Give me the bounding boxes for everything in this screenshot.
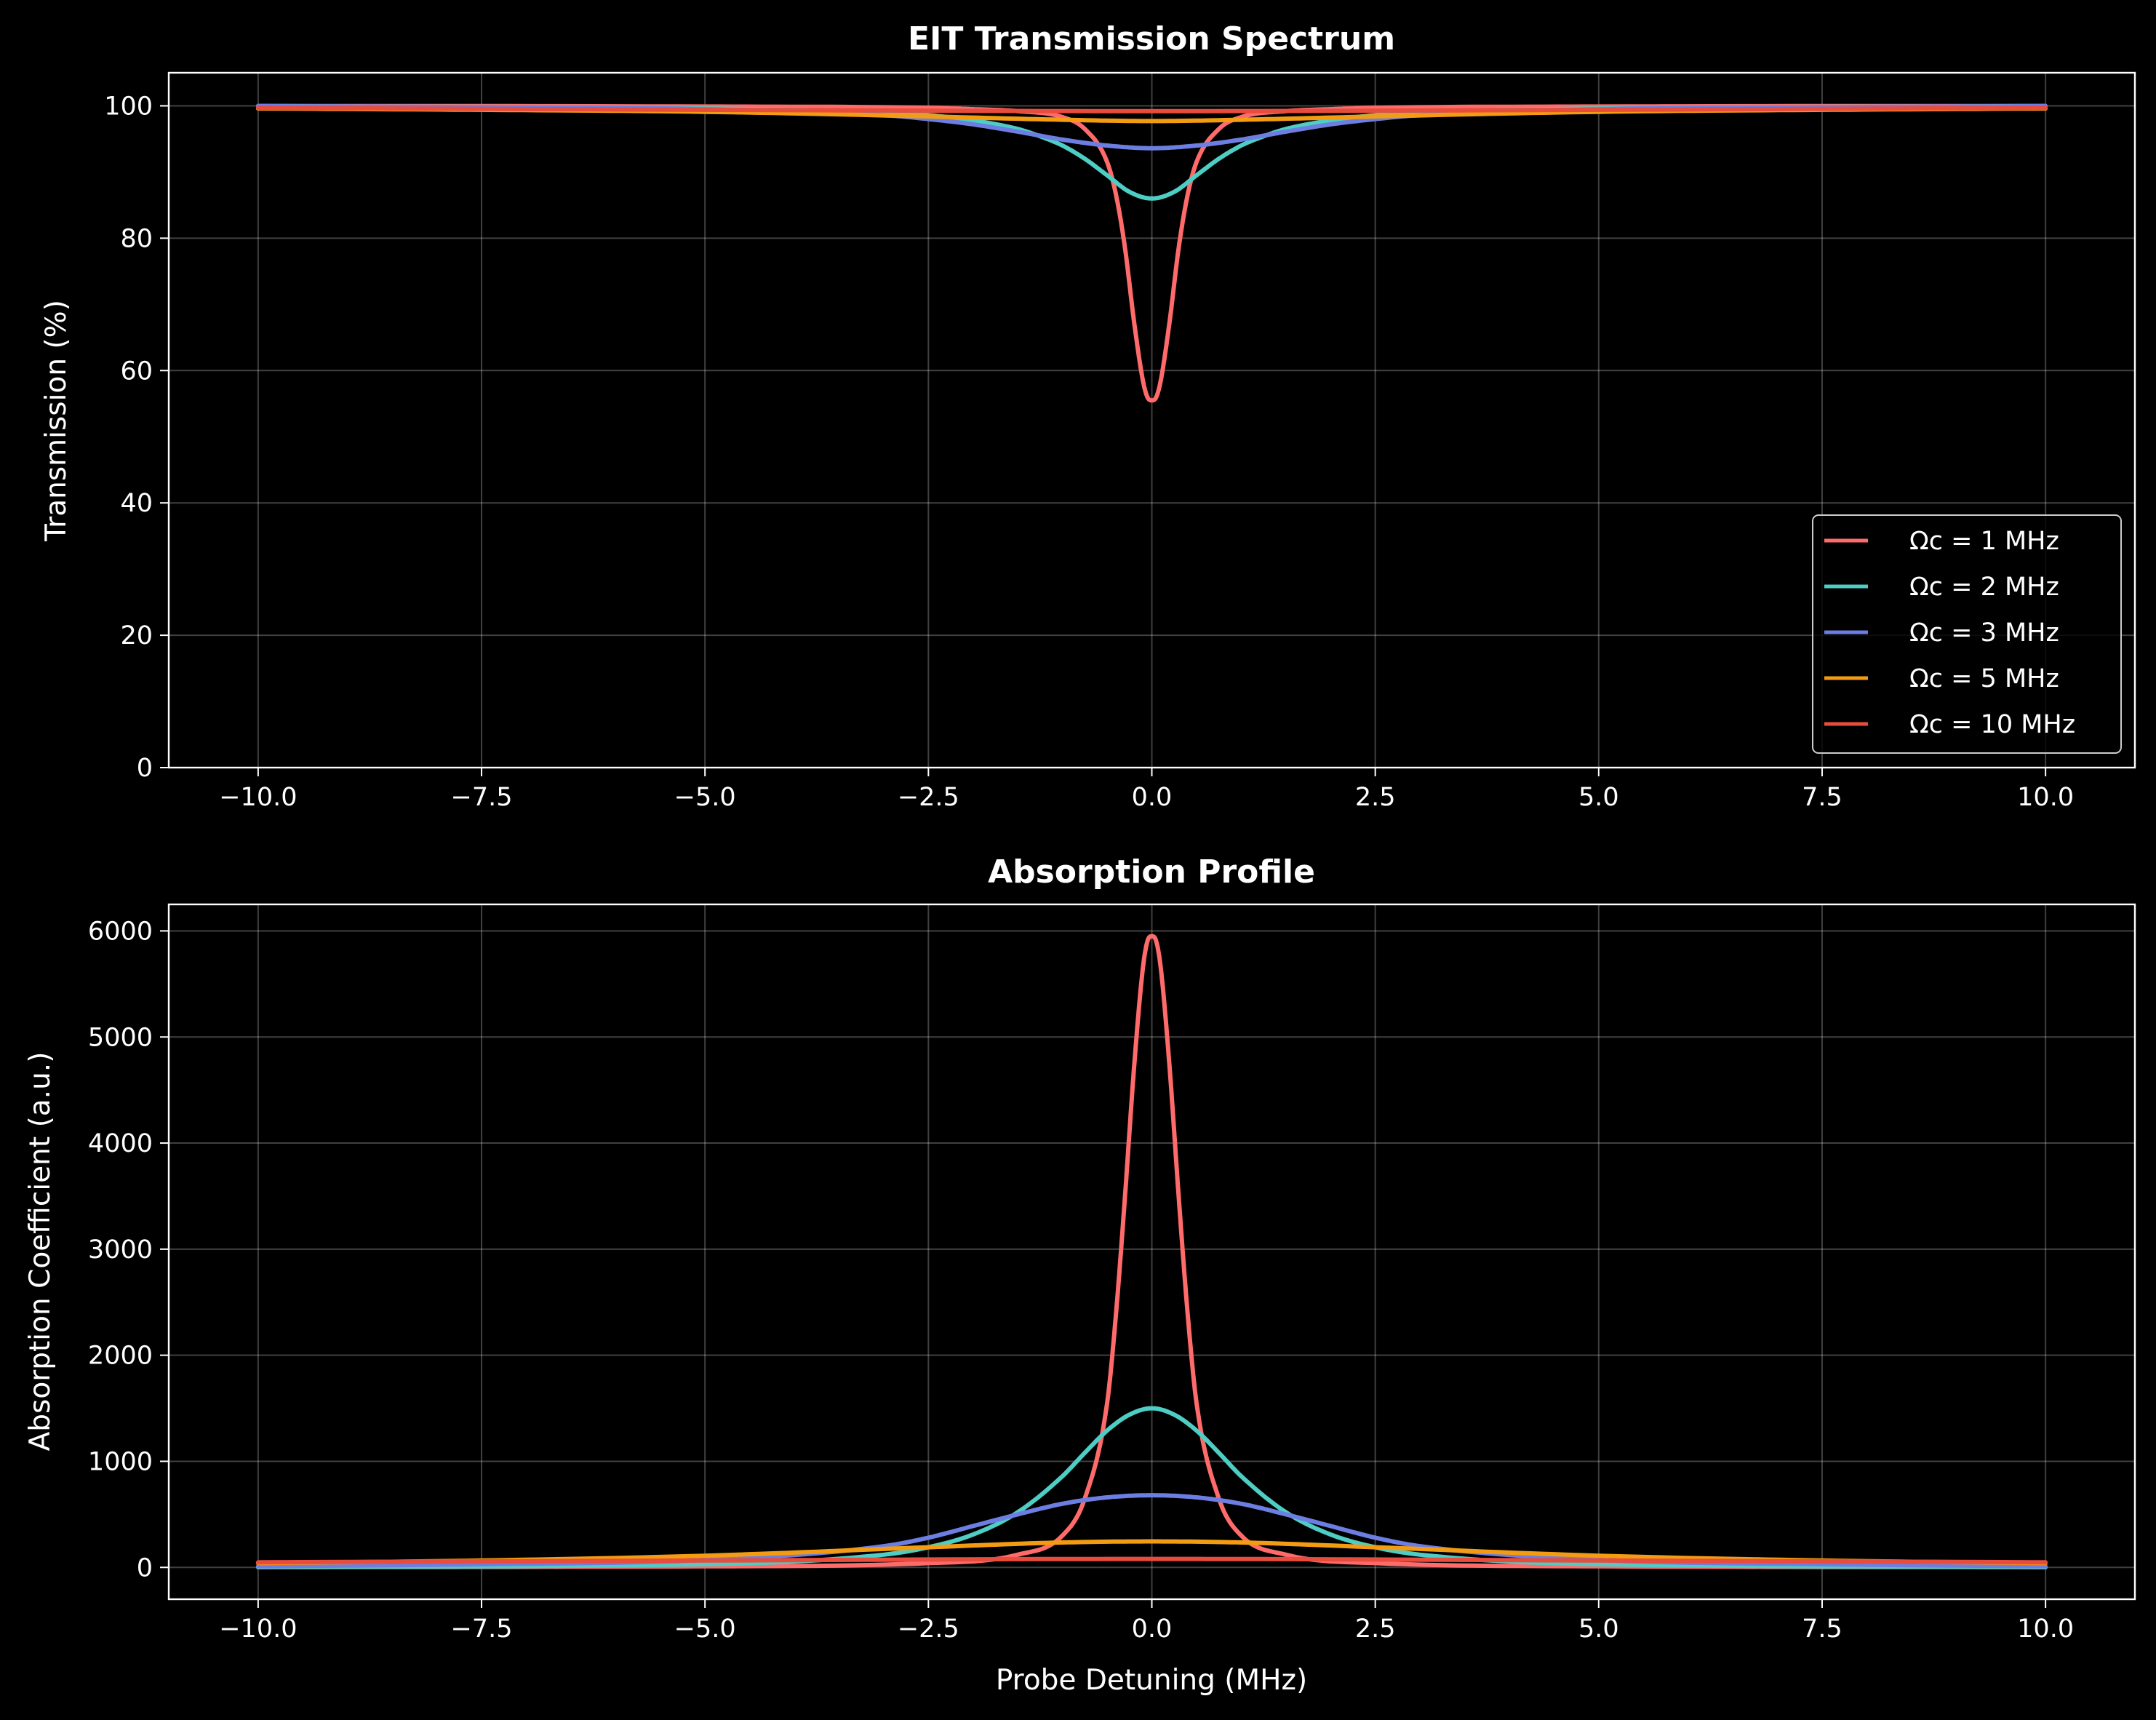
absorption-panel: −10.0 −7.5 −5.0 −2.5 0.0 2.5 5.0 7.5 10.0 0 1000 20… bbox=[24, 853, 2136, 1697]
absorption-y-tick-label: 0 bbox=[137, 1553, 153, 1582]
transmission-y-tick-label: 20 bbox=[120, 621, 153, 650]
absorption-y-tick-label: 5000 bbox=[88, 1023, 153, 1052]
transmission-x-tick-label: −5.0 bbox=[674, 783, 736, 812]
transmission-y-tick-label: 100 bbox=[104, 92, 153, 121]
transmission-y-tick-label: 80 bbox=[120, 224, 153, 253]
transmission-x-tick-label: −7.5 bbox=[451, 783, 513, 812]
legend: Ωc = 1 MHz Ωc = 2 MHz Ωc = 3 MHz Ωc = 5 … bbox=[1812, 514, 2122, 754]
legend-label-omega-10: Ωc = 10 MHz bbox=[1909, 710, 2075, 739]
transmission-y-tick-label: 60 bbox=[120, 357, 153, 386]
legend-label-omega-3: Ωc = 3 MHz bbox=[1909, 618, 2059, 648]
transmission-x-tick-label: −2.5 bbox=[898, 783, 959, 812]
absorption-x-tick-label: 5.0 bbox=[1578, 1615, 1619, 1644]
transmission-x-tick-label: 5.0 bbox=[1578, 783, 1619, 812]
legend-label-omega-2: Ωc = 2 MHz bbox=[1909, 573, 2059, 602]
absorption-x-tick-label: 7.5 bbox=[1802, 1615, 1842, 1644]
absorption-x-tick-label: −2.5 bbox=[898, 1615, 959, 1644]
legend-label-omega-5: Ωc = 5 MHz bbox=[1909, 664, 2059, 693]
absorption-x-tick-label: 2.5 bbox=[1355, 1615, 1396, 1644]
absorption-ticks: −10.0 −7.5 −5.0 −2.5 0.0 2.5 5.0 7.5 10.0 0 1000 20… bbox=[88, 917, 2074, 1644]
transmission-y-tick-label: 0 bbox=[137, 754, 153, 783]
absorption-y-axis-label: Absorption Coefficient (a.u.) bbox=[24, 1052, 57, 1452]
absorption-x-tick-label: −5.0 bbox=[674, 1615, 736, 1644]
transmission-x-tick-label: 0.0 bbox=[1132, 783, 1173, 812]
absorption-y-tick-label: 4000 bbox=[88, 1129, 153, 1158]
transmission-title: EIT Transmission Spectrum bbox=[908, 20, 1395, 57]
absorption-series-omega-2 bbox=[255, 1406, 2048, 1569]
absorption-y-tick-label: 2000 bbox=[88, 1342, 153, 1371]
absorption-x-tick-label: −7.5 bbox=[451, 1615, 513, 1644]
transmission-series bbox=[255, 103, 2048, 403]
absorption-series-omega-1 bbox=[255, 933, 2048, 1569]
absorption-x-axis-label: Probe Detuning (MHz) bbox=[996, 1664, 1307, 1697]
transmission-x-tick-label: 7.5 bbox=[1802, 783, 1842, 812]
absorption-series-omega-10 bbox=[255, 1556, 2048, 1565]
absorption-series-omega-5 bbox=[255, 1539, 2048, 1566]
absorption-x-tick-label: 0.0 bbox=[1132, 1615, 1173, 1644]
legend-box bbox=[1812, 514, 2122, 754]
absorption-y-tick-label: 1000 bbox=[88, 1447, 153, 1476]
transmission-y-tick-label: 40 bbox=[120, 489, 153, 518]
transmission-y-axis-label: Transmission (%) bbox=[40, 300, 73, 542]
transmission-x-tick-label: −10.0 bbox=[219, 783, 297, 812]
absorption-x-tick-label: −10.0 bbox=[219, 1615, 297, 1644]
transmission-panel: −10.0 −7.5 −5.0 −2.5 0.0 2.5 5.0 7.5 10.0 0 20 40 60… bbox=[40, 20, 2136, 812]
absorption-title: Absorption Profile bbox=[988, 853, 1315, 891]
transmission-series-omega-10 bbox=[255, 105, 2048, 114]
absorption-y-tick-label: 3000 bbox=[88, 1235, 153, 1265]
absorption-series-omega-3 bbox=[255, 1493, 2048, 1569]
legend-label-omega-1: Ωc = 1 MHz bbox=[1909, 527, 2059, 556]
transmission-x-tick-label: 10.0 bbox=[2017, 783, 2074, 812]
absorption-x-tick-label: 10.0 bbox=[2017, 1615, 2074, 1644]
transmission-x-tick-label: 2.5 bbox=[1355, 783, 1396, 812]
absorption-y-tick-label: 6000 bbox=[88, 917, 153, 946]
absorption-series bbox=[255, 933, 2048, 1569]
transmission-ticks: −10.0 −7.5 −5.0 −2.5 0.0 2.5 5.0 7.5 10.0 0 20 40 60… bbox=[104, 92, 2074, 812]
